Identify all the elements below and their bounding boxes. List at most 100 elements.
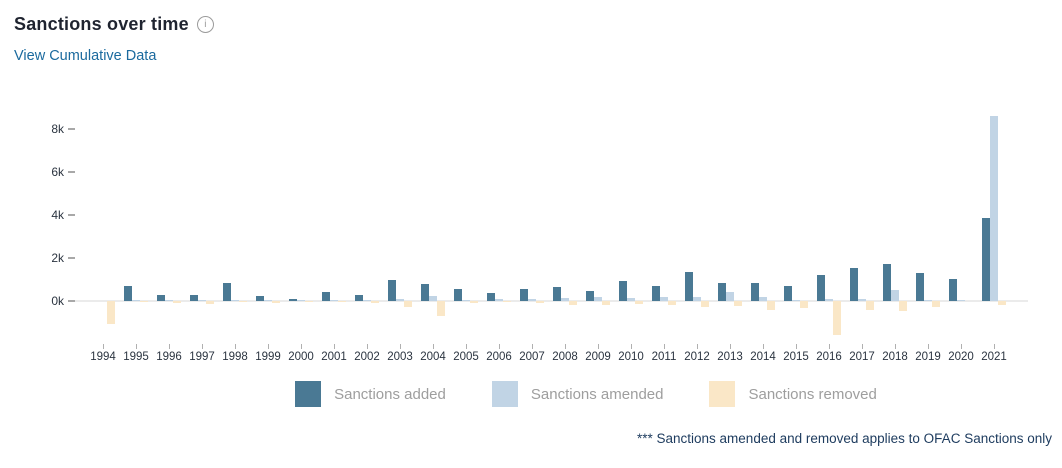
x-tick-mark (961, 344, 962, 349)
x-tick-mark (367, 344, 368, 349)
bar-sanctions-removed-2017[interactable] (866, 301, 874, 310)
bar-sanctions-removed-2021[interactable] (998, 301, 1006, 306)
bar-sanctions-removed-2001[interactable] (338, 301, 346, 302)
bar-sanctions-added-2004[interactable] (421, 283, 429, 301)
bar-sanctions-amended-2021[interactable] (990, 116, 998, 301)
bar-sanctions-added-2012[interactable] (685, 272, 693, 301)
bar-sanctions-removed-1998[interactable] (239, 301, 247, 302)
bar-sanctions-removed-1995[interactable] (140, 301, 148, 303)
bar-sanctions-added-2020[interactable] (949, 279, 957, 301)
x-tick-mark (268, 344, 269, 349)
bar-sanctions-removed-2009[interactable] (602, 301, 610, 306)
bar-sanctions-removed-1999[interactable] (272, 301, 280, 303)
bar-sanctions-added-2021[interactable] (982, 218, 990, 301)
bar-sanctions-added-1996[interactable] (157, 294, 165, 301)
bar-sanctions-removed-2006[interactable] (503, 301, 511, 303)
bar-sanctions-added-2008[interactable] (553, 287, 561, 301)
bar-sanctions-added-2001[interactable] (322, 291, 330, 301)
bar-sanctions-removed-2002[interactable] (371, 301, 379, 303)
bar-sanctions-amended-2006[interactable] (495, 298, 503, 301)
bar-sanctions-amended-2015[interactable] (792, 300, 800, 301)
bar-sanctions-added-2015[interactable] (784, 285, 792, 301)
bar-sanctions-amended-1998[interactable] (231, 299, 239, 301)
bar-sanctions-added-1997[interactable] (190, 294, 198, 301)
bar-sanctions-amended-2017[interactable] (858, 299, 866, 301)
bar-sanctions-amended-2011[interactable] (660, 296, 668, 301)
bar-sanctions-added-2017[interactable] (850, 267, 858, 301)
bar-sanctions-removed-2016[interactable] (833, 301, 841, 335)
bar-sanctions-added-2000[interactable] (289, 298, 297, 301)
info-icon[interactable]: i (196, 16, 214, 33)
bar-sanctions-amended-2008[interactable] (561, 297, 569, 301)
bar-sanctions-added-1999[interactable] (256, 296, 264, 301)
bar-sanctions-amended-1999[interactable] (264, 299, 272, 301)
legend-item-sanctions-added[interactable]: Sanctions added (295, 381, 446, 407)
bar-sanctions-removed-2010[interactable] (635, 301, 643, 304)
bar-sanctions-added-2016[interactable] (817, 274, 825, 301)
bar-sanctions-added-2011[interactable] (652, 285, 660, 301)
legend: Sanctions added Sanctions amended Sanction… (55, 381, 1062, 407)
bar-sanctions-amended-2009[interactable] (594, 297, 602, 301)
bar-sanctions-removed-1997[interactable] (206, 301, 214, 304)
bar-sanctions-amended-2005[interactable] (462, 299, 470, 301)
x-tick-mark (136, 344, 137, 349)
x-tick-label-2011: 2011 (651, 351, 677, 363)
bar-sanctions-amended-2020[interactable] (957, 300, 965, 301)
bar-sanctions-amended-1995[interactable] (132, 300, 140, 301)
bar-sanctions-amended-2002[interactable] (363, 300, 371, 301)
legend-item-sanctions-removed[interactable]: Sanctions removed (709, 381, 877, 407)
bar-sanctions-added-2007[interactable] (520, 289, 528, 301)
bar-sanctions-added-2005[interactable] (454, 289, 462, 301)
x-tick-mark (928, 344, 929, 349)
bar-sanctions-removed-2005[interactable] (470, 301, 478, 303)
bar-sanctions-amended-2019[interactable] (924, 300, 932, 301)
bar-sanctions-amended-2014[interactable] (759, 297, 767, 301)
bar-sanctions-removed-2012[interactable] (701, 301, 709, 308)
bar-sanctions-amended-2013[interactable] (726, 292, 734, 301)
bar-sanctions-added-2019[interactable] (916, 273, 924, 301)
bar-sanctions-amended-2007[interactable] (528, 299, 536, 301)
bar-sanctions-removed-2013[interactable] (734, 301, 742, 307)
bar-sanctions-removed-2018[interactable] (899, 301, 907, 311)
bar-sanctions-amended-2012[interactable] (693, 297, 701, 301)
bar-sanctions-added-2009[interactable] (586, 291, 594, 301)
bar-sanctions-removed-2011[interactable] (668, 301, 676, 306)
bar-sanctions-added-2006[interactable] (487, 293, 495, 301)
bar-sanctions-amended-2003[interactable] (396, 298, 404, 301)
bar-sanctions-amended-1997[interactable] (198, 300, 206, 301)
bar-sanctions-amended-1996[interactable] (165, 300, 173, 301)
bar-sanctions-amended-2004[interactable] (429, 295, 437, 301)
bar-sanctions-added-2013[interactable] (718, 282, 726, 301)
bar-sanctions-amended-2016[interactable] (825, 298, 833, 301)
bar-sanctions-amended-2018[interactable] (891, 290, 899, 301)
bar-sanctions-removed-2008[interactable] (569, 301, 577, 306)
bar-sanctions-added-2002[interactable] (355, 294, 363, 301)
bar-sanctions-amended-2001[interactable] (330, 300, 338, 301)
bar-sanctions-added-1998[interactable] (223, 283, 231, 301)
x-tick-mark (499, 344, 500, 349)
bar-sanctions-removed-2000[interactable] (305, 301, 313, 303)
bar-sanctions-removed-2019[interactable] (932, 301, 940, 307)
bar-sanctions-added-1995[interactable] (124, 285, 132, 301)
bar-sanctions-amended-2010[interactable] (627, 297, 635, 301)
bar-sanctions-removed-2014[interactable] (767, 301, 775, 311)
legend-item-sanctions-amended[interactable]: Sanctions amended (491, 381, 663, 407)
bar-sanctions-removed-2004[interactable] (437, 301, 445, 317)
bar-sanctions-added-2003[interactable] (388, 279, 396, 301)
bar-sanctions-added-2014[interactable] (751, 282, 759, 301)
bar-sanctions-removed-1994[interactable] (107, 301, 115, 324)
bar-sanctions-added-2010[interactable] (619, 281, 627, 301)
x-tick-label-1994: 1994 (90, 351, 116, 363)
x-tick-mark (631, 344, 632, 349)
x-tick-label-2013: 2013 (717, 351, 743, 363)
y-tick-label: 6k (51, 165, 64, 179)
x-tick-label-2014: 2014 (750, 351, 776, 363)
bar-sanctions-removed-2015[interactable] (800, 301, 808, 308)
view-cumulative-data-link[interactable]: View Cumulative Data (14, 48, 157, 64)
bar-sanctions-removed-2003[interactable] (404, 301, 412, 307)
bar-sanctions-added-2018[interactable] (883, 264, 891, 301)
bar-sanctions-removed-1996[interactable] (173, 301, 181, 303)
bar-sanctions-removed-2007[interactable] (536, 301, 544, 303)
bar-sanctions-amended-2000[interactable] (297, 300, 305, 301)
x-tick-label-2010: 2010 (618, 351, 644, 363)
